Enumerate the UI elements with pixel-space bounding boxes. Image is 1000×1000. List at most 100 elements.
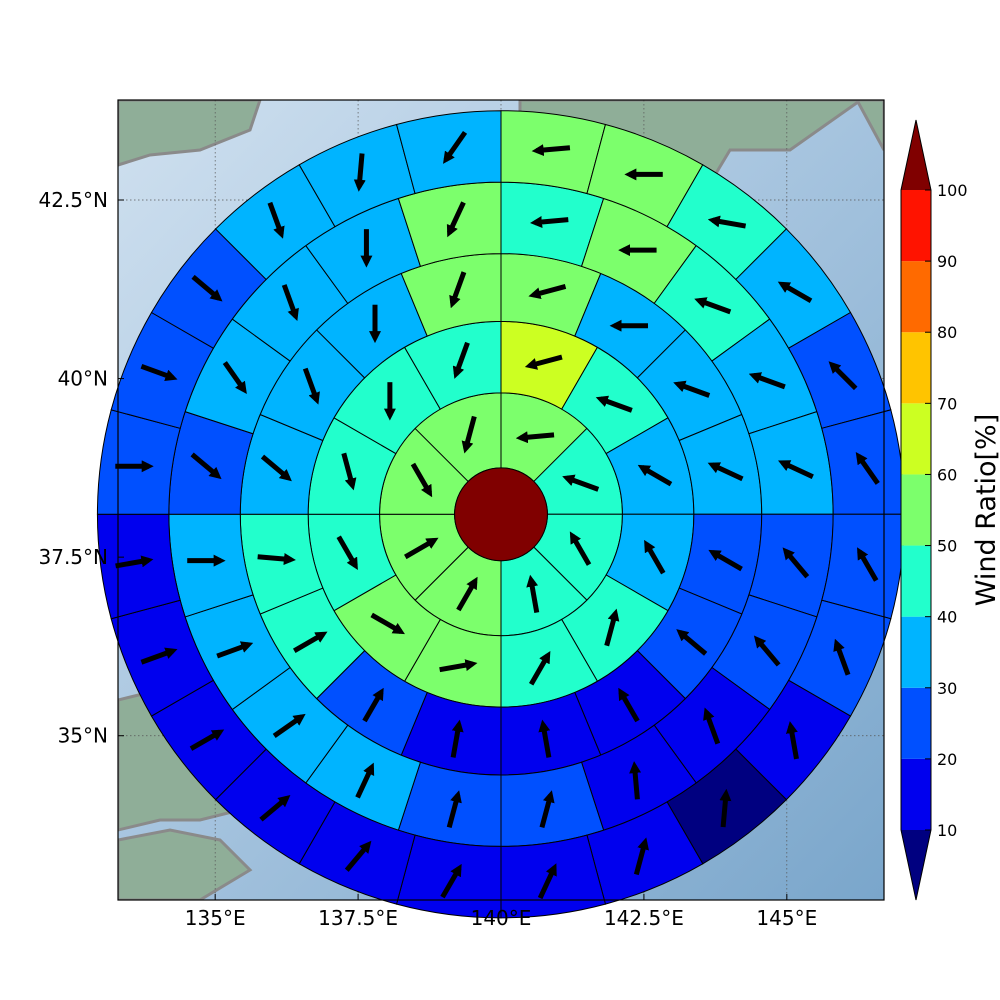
colorbar-tick-label-6: 70	[937, 394, 957, 413]
wind-arrow-r2-s8	[336, 535, 358, 571]
colorbar-tick-label-9: 100	[937, 181, 968, 200]
wind-arrow-r4-s12	[272, 713, 306, 738]
wind-arrow-r5-s21	[267, 201, 285, 239]
wind-arrow-r4-s11	[355, 762, 375, 799]
wind-arrow-r4-s17	[281, 284, 299, 322]
colorbar-bin-8	[901, 190, 931, 262]
wind-arrow-r2-s2	[637, 464, 673, 487]
y-axis-ticks: 42.5°N 40°N 37.5°N 35°N	[39, 188, 124, 748]
x-tick-label-1: 137.5°E	[318, 906, 398, 930]
colorbar-tick-label-3: 40	[937, 608, 957, 627]
wind-arrow-r2-s6	[439, 659, 478, 673]
y-tick-label-1: 40°N	[58, 367, 108, 391]
colorbar-label: Wind Ratio[%]	[971, 414, 1000, 606]
wind-arrow-r5-s23	[443, 130, 468, 164]
colorbar-tick-label-5: 60	[937, 465, 957, 484]
wind-arrow-r1-s2	[569, 531, 592, 566]
wind-arrow-r5-s20	[191, 274, 223, 302]
wind-arrow-r4-s5	[782, 547, 810, 579]
wind-arrow-r1-s7	[461, 415, 477, 454]
y-tick-label-2: 37.5°N	[39, 545, 109, 569]
y-tick-label-0: 42.5°N	[39, 188, 109, 212]
wind-arrow-r2-s0	[524, 354, 563, 370]
wind-arrow-r3-s11	[257, 553, 296, 565]
x-axis-ticks: 135°E 137.5°E 140°E 142.5°E 145°E	[185, 894, 817, 930]
wind-arrow-r1-s4	[456, 576, 478, 612]
wind-arrow-r2-s3	[644, 539, 666, 575]
wind-arrow-r3-s7	[538, 719, 552, 758]
colorbar-bin-7	[901, 261, 931, 333]
wind-arrow-r4-s8	[629, 761, 642, 800]
wind-arrow-r2-s7	[370, 612, 405, 635]
wind-arrow-r3-s6	[618, 687, 640, 723]
land-shikoku	[118, 828, 253, 900]
wind-arrow-r5-s8	[785, 721, 799, 760]
colorbar-bin-6	[901, 332, 931, 404]
wind-arrow-r2-s9	[341, 452, 357, 491]
colorbar-tick-label-1: 20	[937, 750, 957, 769]
wind-arrow-r1-s5	[404, 537, 439, 560]
wind-arrow-r5-s4	[828, 361, 858, 391]
wind-arrow-r1-s0	[515, 431, 555, 444]
wind-arrow-r2-s4	[604, 608, 620, 647]
colorbar-bin-3	[901, 545, 931, 617]
colorbar-bin-4	[901, 474, 931, 546]
wind-arrow-r3-s13	[302, 367, 320, 405]
wind-arrow-r2-s5	[529, 651, 551, 686]
colorbar-tick-label-8: 90	[937, 252, 957, 271]
wind-arrow-r4-s9	[539, 790, 555, 828]
wind-arrow-r5-s22	[353, 153, 366, 192]
wind-arrow-r4-s0	[530, 216, 569, 228]
wind-arrow-r3-s10	[292, 631, 328, 653]
wind-arrows	[115, 130, 880, 900]
colorbar-ticks: 10 20 30 40 50 60 70 80 90 100	[925, 181, 968, 840]
colorbar-bin-5	[901, 403, 931, 475]
wind-arrow-r4-s2	[694, 297, 732, 315]
sector-r5-s17	[96, 513, 181, 620]
wind-arrow-r4-s3	[748, 372, 786, 390]
wind-arrow-r5-s5	[855, 452, 880, 485]
wind-arrow-r2-s1	[595, 395, 633, 413]
wind-arrow-r3-s9	[362, 687, 384, 723]
x-tick-label-4: 145°E	[756, 906, 817, 930]
wind-arrow-r5-s15	[189, 729, 225, 751]
wind-arrow-r4-s7	[703, 707, 721, 745]
wind-arrow-r4-s6	[753, 635, 781, 667]
colorbar-tick-label-4: 50	[937, 537, 957, 556]
colorbar-bin-0	[901, 758, 931, 830]
wind-arrow-r3-s8	[450, 719, 464, 758]
wind-arrow-r4-s13	[216, 641, 254, 659]
wind-arrow-r4-s10	[446, 790, 462, 828]
x-tick-label-0: 135°E	[185, 906, 246, 930]
wind-arrow-r3-s12	[260, 454, 292, 482]
x-tick-label-2: 140°E	[471, 906, 532, 930]
wind-arrow-r5-s11	[537, 863, 557, 900]
wind-arrow-r5-s2	[707, 215, 747, 229]
wind-arrow-r5-s6	[857, 547, 879, 582]
wind-arrow-r3-s5	[676, 629, 708, 656]
wind-arrow-r1-s1	[562, 474, 600, 492]
colorbar-over-extension	[901, 120, 931, 190]
colorbar-under-extension	[901, 830, 931, 900]
wind-arrow-r5-s14	[259, 794, 291, 822]
wind-arrow-r5-s13	[344, 840, 372, 872]
wind-arrow-r5-s9	[719, 788, 732, 828]
wind-arrow-r2-s11	[452, 341, 470, 379]
colorbar-tick-label-7: 80	[937, 323, 957, 342]
colorbar	[900, 119, 932, 901]
colorbar-bin-2	[901, 616, 931, 688]
wind-arrow-r5-s0	[531, 144, 571, 157]
wind-arrow-r5-s3	[777, 281, 813, 304]
wind-arrow-r3-s2	[673, 380, 711, 398]
wind-arrow-r4-s4	[778, 460, 814, 480]
colorbar-bin-1	[901, 687, 931, 759]
wind-arrow-r5-s19	[140, 363, 178, 381]
colorbar-tick-label-0: 10	[937, 821, 957, 840]
wind-arrow-r5-s10	[633, 837, 649, 876]
wind-arrow-r4-s19	[446, 201, 466, 238]
wind-arrow-r5-s7	[833, 638, 851, 676]
wind-arrow-r3-s3	[707, 462, 744, 482]
wind-arrow-r3-s4	[708, 549, 743, 572]
wind-arrow-r1-s3	[526, 574, 540, 613]
center-disc	[454, 467, 548, 562]
